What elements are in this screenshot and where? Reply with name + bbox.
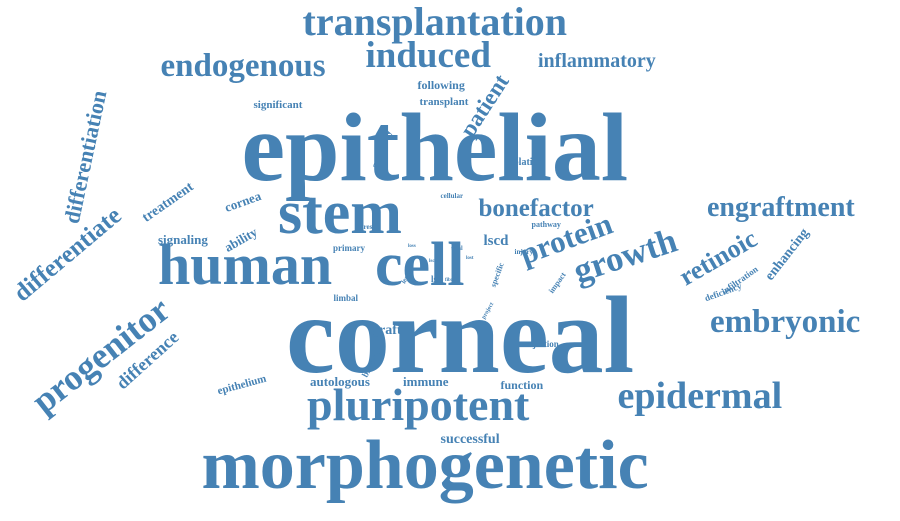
word-primary: primary <box>333 242 365 253</box>
word-significant: significant <box>253 98 303 111</box>
word-fibro: fibro <box>445 277 456 283</box>
word-lsca: lsca <box>429 258 438 264</box>
word-epithelium: epithelium <box>216 372 268 397</box>
word-loss: loss <box>408 243 416 249</box>
word-epithelial: epithelial <box>241 94 629 202</box>
word-epidermal: epidermal <box>617 375 783 417</box>
word-autologous: autologous <box>310 373 370 389</box>
word-enhancing: enhancing <box>762 225 812 284</box>
word-treatment: treatment <box>139 179 197 226</box>
word-graft: graft <box>372 323 402 338</box>
word-endogenous: endogenous <box>160 47 326 84</box>
word-result: result <box>363 222 381 231</box>
word-injury: injury <box>514 247 534 256</box>
word-transplantation: transplantation <box>302 0 568 44</box>
word-immune: immune <box>403 373 449 389</box>
word-retinoic: retinoic <box>673 223 762 292</box>
word-pathway: pathway <box>531 220 561 229</box>
word-following: following <box>417 78 465 92</box>
word-lsc: lsc <box>431 273 441 284</box>
word-successful: successful <box>440 432 500 447</box>
word-differentiation: differentiation <box>58 88 111 226</box>
word-bonefactor: bonefactor <box>478 194 594 222</box>
word-stem: stem <box>278 179 402 247</box>
word-cellular: cellular <box>440 191 464 200</box>
word-human: human <box>158 232 333 297</box>
word-cornea: cornea <box>222 187 263 215</box>
word-function: function <box>500 378 544 392</box>
word-morphogenetic: morphogenetic <box>201 427 649 504</box>
word-inflammatory: inflammatory <box>538 50 656 72</box>
word-transplant: transplant <box>419 95 469 108</box>
word-induced: induced <box>365 34 491 76</box>
word-rejection: rejection <box>525 338 559 349</box>
word-cell: cell <box>375 231 465 299</box>
word-isolation: isolation <box>507 157 544 168</box>
word-corneal: corneal <box>286 274 635 396</box>
word-limbal: limbal <box>333 292 359 303</box>
word-lost: lost <box>466 255 474 261</box>
word-embryonic: embryonic <box>710 303 861 340</box>
word-signaling: signaling <box>158 231 208 247</box>
word-engraftment: engraftment <box>707 192 855 223</box>
word-pluripotent: pluripotent <box>307 379 530 430</box>
word-lscd: lscd <box>483 232 509 249</box>
word-total: total <box>451 246 463 252</box>
